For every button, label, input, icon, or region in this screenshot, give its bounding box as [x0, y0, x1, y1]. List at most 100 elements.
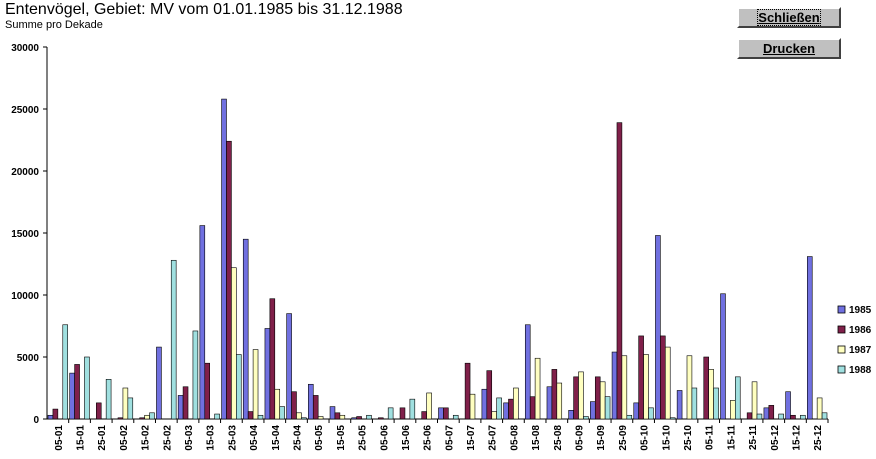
bar-1987-05-10	[643, 354, 649, 420]
x-tick-label: 05-12	[770, 425, 781, 451]
print-button[interactable]: Drucken	[737, 38, 841, 59]
bar-1988-15-03	[214, 413, 220, 420]
x-tick-label: 05-09	[575, 425, 586, 451]
bar-1988-25-11	[756, 413, 763, 420]
bar-1985-25-07	[481, 388, 488, 420]
bar-1985-05-08	[503, 402, 509, 420]
bar-1986-05-06	[378, 417, 384, 420]
x-tick-label: 25-10	[683, 425, 694, 451]
legend-label-1985: 1985	[849, 305, 872, 316]
bar-1987-15-04	[274, 388, 281, 420]
bar-1988-05-11	[713, 387, 719, 420]
bar-1987-15-07	[469, 393, 476, 420]
bar-1988-15-11	[734, 376, 741, 420]
x-tick-label: 25-09	[618, 425, 629, 451]
bar-1986-25-06	[421, 411, 427, 420]
bar-1985-05-03	[177, 395, 184, 420]
bar-1986-05-05	[312, 395, 319, 420]
bar-1987-05-08	[513, 387, 519, 420]
bar-1985-15-05	[329, 406, 336, 420]
x-tick-label: 15-03	[206, 425, 217, 451]
bar-1986-25-05	[356, 416, 362, 420]
bar-1986-15-08	[529, 396, 536, 420]
x-tick-label: 05-08	[509, 425, 520, 451]
bar-1988-25-04	[301, 417, 307, 420]
bar-1985-25-03	[221, 98, 227, 420]
x-tick-label: 05-06	[379, 425, 390, 451]
bar-1987-25-10	[686, 355, 693, 420]
x-tick-label: 25-12	[813, 425, 824, 451]
bar-1986-05-11	[703, 356, 709, 420]
y-tick-label: 15000	[11, 229, 39, 240]
bar-1987-15-05	[339, 414, 346, 420]
bar-1988-15-10	[669, 417, 676, 420]
x-tick-label: 15-01	[76, 425, 87, 451]
bar-1988-15-09	[604, 396, 611, 420]
bar-1988-05-10	[648, 407, 654, 420]
bar-1987-05-11	[708, 369, 714, 420]
x-tick-label: 15-04	[271, 425, 282, 451]
bar-1988-25-05	[366, 414, 372, 420]
bar-1987-25-03	[231, 267, 237, 420]
bar-1986-05-09	[573, 376, 579, 420]
bar-1986-15-07	[464, 362, 471, 420]
bar-1986-05-08	[508, 398, 514, 420]
bar-1986-15-12	[790, 414, 796, 420]
bar-1988-05-04	[257, 414, 264, 420]
bar-1988-25-02	[170, 259, 177, 420]
y-tick-label: 10000	[11, 291, 39, 302]
bar-1985-15-03	[199, 225, 206, 420]
bar-1988-15-12	[800, 414, 806, 420]
x-tick-label: 25-07	[488, 425, 499, 451]
bar-1985-15-09	[590, 401, 596, 420]
legend-swatch-1988	[837, 365, 846, 374]
bar-1986-05-04	[247, 411, 254, 420]
page-subtitle: Summe pro Dekade	[5, 19, 103, 31]
bar-1986-15-09	[594, 376, 601, 420]
bar-1986-25-08	[551, 369, 558, 420]
bar-1988-15-06	[409, 398, 416, 420]
bar-1987-15-02	[144, 414, 150, 420]
x-tick-label: 15-05	[336, 425, 347, 451]
x-tick-label: 15-12	[791, 425, 802, 451]
bar-1988-25-07	[496, 397, 502, 420]
legend-swatch-1986	[837, 325, 846, 334]
bar-1985-15-12	[785, 391, 791, 420]
bar-1986-25-11	[746, 412, 753, 420]
x-tick-label: 05-03	[184, 425, 195, 451]
x-tick-label: 25-05	[358, 425, 369, 451]
bar-1985-05-04	[242, 238, 249, 420]
bar-1987-25-04	[296, 412, 302, 420]
y-tick-label: 25000	[11, 105, 39, 116]
close-button-label: Schließen	[757, 9, 821, 26]
x-tick-label: 15-06	[401, 425, 412, 451]
bar-1988-25-10	[691, 387, 698, 420]
bar-1986-15-10	[660, 335, 666, 420]
x-tick-label: 25-01	[97, 425, 108, 451]
page-title: Entenvögel, Gebiet: MV vom 01.01.1985 bi…	[5, 1, 403, 18]
bar-1988-05-03	[192, 330, 199, 420]
legend-swatch-1985	[837, 305, 846, 314]
bar-1986-15-03	[204, 362, 210, 420]
legend-swatch-1987	[837, 345, 846, 354]
close-button[interactable]: Schließen	[737, 7, 841, 28]
x-tick-label: 15-11	[726, 425, 737, 450]
bar-1986-25-09	[616, 122, 623, 420]
bar-1985-25-10	[676, 390, 683, 420]
x-tick-label: 15-08	[531, 425, 542, 451]
bar-1985-05-07	[438, 407, 444, 420]
bar-1988-05-09	[583, 416, 589, 420]
bar-1988-05-06	[387, 407, 394, 420]
y-tick-label: 5000	[17, 353, 40, 364]
bar-1988-05-12	[778, 413, 784, 420]
bar-1988-05-01	[62, 324, 68, 420]
bar-1988-25-09	[626, 414, 633, 420]
bar-1986-05-07	[443, 407, 449, 420]
x-tick-label: 05-05	[314, 425, 325, 451]
bar-1987-05-09	[578, 371, 584, 420]
bar-1985-15-08	[524, 324, 531, 420]
x-tick-label: 05-02	[119, 425, 130, 451]
legend-label-1987: 1987	[849, 345, 872, 356]
bar-1985-05-05	[308, 383, 314, 420]
